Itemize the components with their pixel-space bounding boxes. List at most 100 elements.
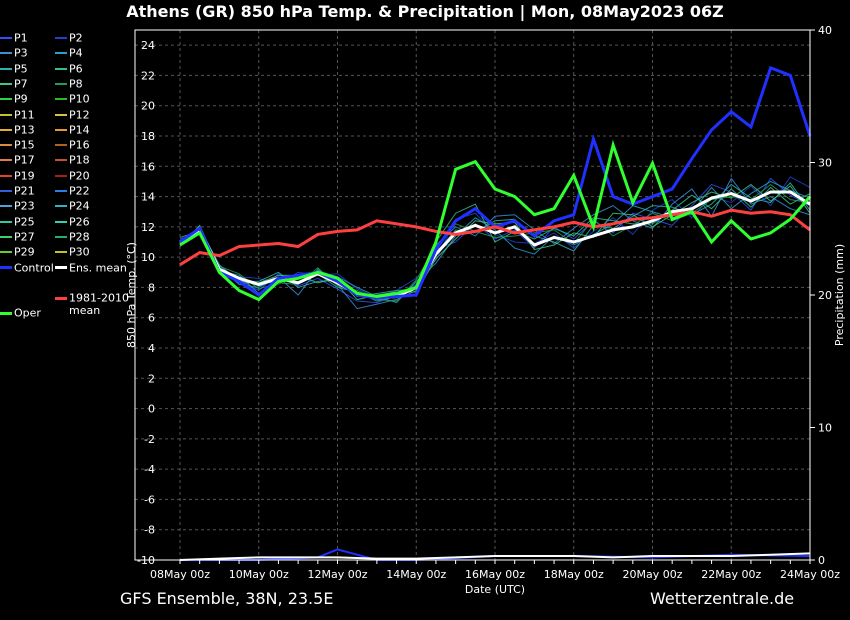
grid (135, 30, 811, 561)
legend-item-p26: P26 (55, 215, 90, 228)
y-tick-label: 20 (141, 100, 155, 113)
legend-swatch (0, 128, 12, 131)
legend-label-line2: mean (69, 303, 101, 317)
member-line-p8 (179, 183, 811, 302)
y-tick-label: -6 (144, 493, 155, 506)
source-credit: Wetterzentrale.de (650, 589, 795, 608)
legend-item-p12: P12 (55, 108, 90, 121)
y2-tick-label: 40 (818, 24, 832, 37)
legend-item-p4: P4 (55, 46, 83, 60)
x-tick-label: 14May 00z (386, 568, 446, 581)
y-tick-label: 16 (141, 160, 155, 173)
legend-item-p19: P19 (0, 169, 35, 182)
y-tick-label: 4 (148, 342, 155, 355)
legend-item-p17: P17 (0, 153, 35, 167)
legend-item-p13: P13 (0, 123, 35, 136)
legend-swatch (55, 235, 67, 238)
legend-item-p1: P1 (0, 31, 28, 45)
legend-item-p20: P20 (55, 169, 90, 182)
legend-swatch (0, 235, 12, 238)
legend-swatch (55, 220, 67, 223)
y-tick-label: 12 (141, 221, 155, 234)
y-tick-label: -10 (137, 554, 155, 567)
y2-tick-label: 30 (818, 157, 832, 170)
legend-item-p29: P29 (0, 245, 35, 259)
legend-swatch (0, 159, 12, 162)
y2-axis-label: Precipitation (mm) (833, 244, 846, 346)
legend-label: P30 (69, 245, 90, 259)
plot-frame (134, 29, 811, 561)
legend-label: P11 (14, 108, 35, 121)
legend-label: P8 (69, 77, 83, 91)
legend-swatch (0, 67, 12, 70)
x-tick-label: 16May 00z (465, 568, 525, 581)
y-tick-label: -4 (144, 463, 155, 476)
series-line-1981-2010-mean (179, 208, 811, 266)
legend-label: P29 (14, 245, 35, 259)
legend-label: P26 (69, 215, 90, 229)
legend-label: P14 (69, 123, 90, 137)
legend-label: P25 (14, 215, 35, 229)
legend-swatch (55, 190, 67, 192)
x-tick-label: 18May 00z (544, 568, 604, 581)
legend-swatch (0, 37, 12, 39)
y-tick-label: 0 (148, 403, 155, 416)
legend-swatch (0, 174, 12, 177)
legend-item-p8: P8 (55, 77, 83, 90)
legend-label: P15 (14, 138, 35, 152)
legend-swatch (0, 144, 12, 147)
y2-tick-label: 0 (818, 554, 825, 567)
legend-item-p24: P24 (55, 199, 90, 213)
axes: 242220181614121086420-2-4-6-8-1040302010… (125, 24, 846, 596)
legend-swatch (55, 67, 67, 70)
member-line-p7 (179, 183, 811, 301)
legend-label: 1981-2010 (69, 291, 129, 305)
y-tick-label: -8 (144, 524, 155, 537)
legend-swatch (55, 128, 67, 131)
legend-label: P18 (69, 153, 90, 167)
y-tick-label: 2 (148, 372, 155, 385)
legend-swatch (55, 296, 67, 300)
legend-swatch (0, 113, 12, 116)
legend-swatch (55, 251, 67, 254)
legend-item-1981-2010: 1981-2010 mean (55, 291, 129, 316)
legend-item-p21: P21 (0, 184, 35, 198)
x-tick-label: 12May 00z (307, 568, 367, 581)
legend-swatch (55, 159, 67, 162)
legend-item-p23: P23 (0, 199, 35, 213)
legend-label: P23 (14, 199, 35, 213)
legend-label: Control (14, 261, 54, 274)
x-tick-label: 10May 00z (229, 568, 289, 581)
legend-swatch (55, 174, 67, 177)
legend-swatch (0, 311, 12, 315)
legend-item-p3: P3 (0, 46, 28, 60)
legend-label: P4 (69, 46, 83, 60)
legend-label: P17 (14, 153, 35, 167)
legend-item-p25: P25 (0, 215, 35, 228)
legend-item-p2: P2 (55, 31, 83, 45)
legend-label: Ens. mean (69, 261, 127, 274)
y2-tick-label: 20 (818, 289, 832, 302)
legend-item-p7: P7 (0, 77, 28, 90)
legend-item-p10: P10 (55, 92, 90, 106)
model-info: GFS Ensemble, 38N, 23.5E (120, 589, 334, 608)
legend-label: P1 (14, 31, 28, 45)
legend-item-p16: P16 (55, 138, 90, 152)
legend-swatch (0, 190, 12, 192)
legend-item-p6: P6 (55, 62, 83, 75)
legend-item-p9: P9 (0, 92, 28, 106)
y-tick-label: 10 (141, 251, 155, 264)
y-tick-label: 22 (141, 69, 155, 82)
y-tick-label: 18 (141, 130, 155, 143)
legend-label: P6 (69, 62, 83, 76)
legend-swatch (55, 266, 67, 269)
legend-swatch (55, 52, 67, 55)
legend-label: P10 (69, 92, 90, 106)
legend-swatch (55, 113, 67, 116)
x-tick-label: 08May 00z (150, 568, 210, 581)
legend-label: P13 (14, 123, 35, 137)
legend-item-p18: P18 (55, 153, 90, 167)
legend-item-p14: P14 (55, 123, 90, 136)
legend-swatch (55, 205, 67, 208)
legend-item-p11: P11 (0, 108, 35, 121)
